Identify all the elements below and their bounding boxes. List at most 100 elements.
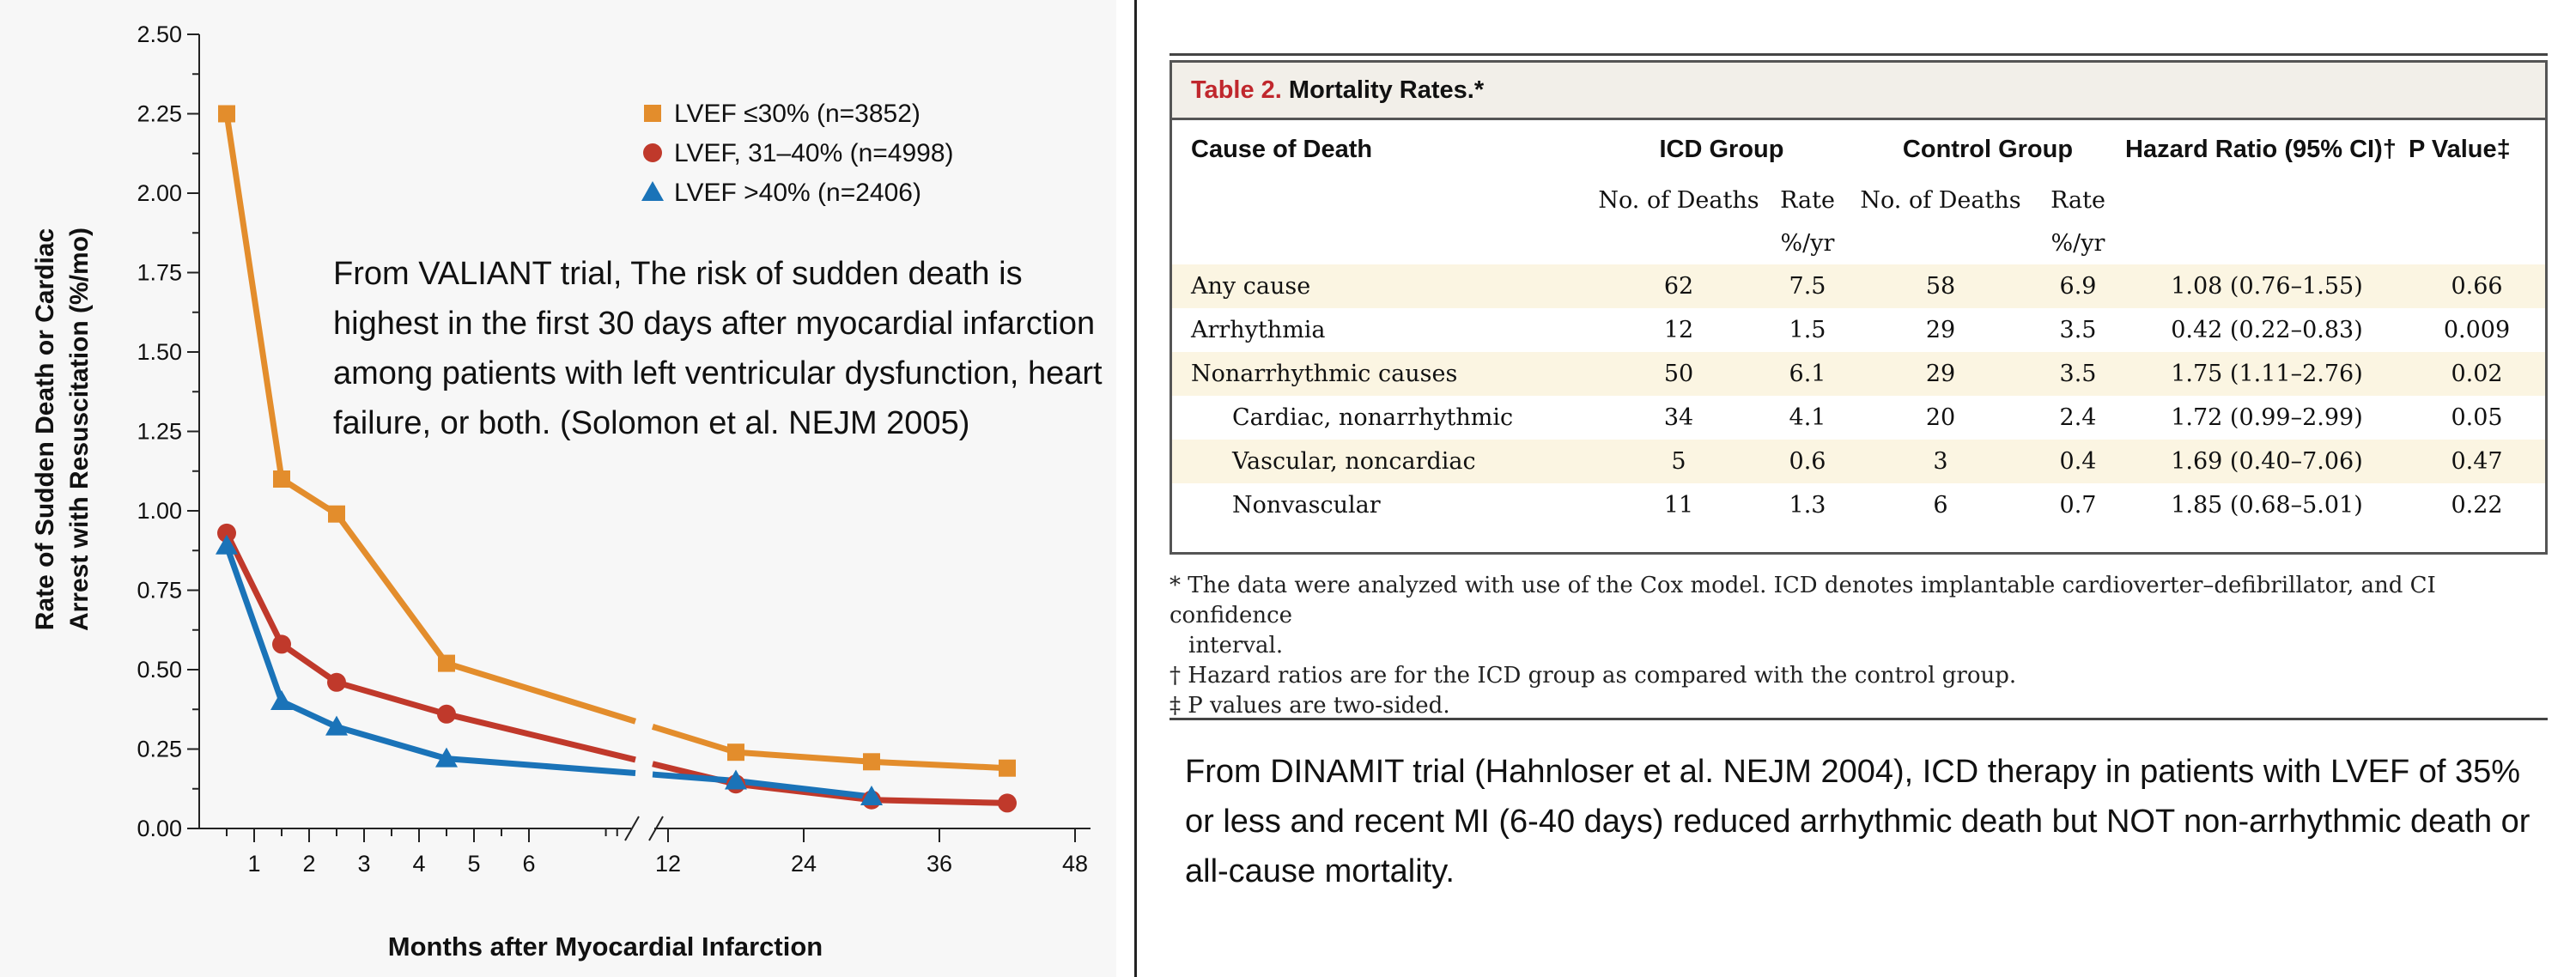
- cell-icd-rate: 1.3: [1789, 492, 1826, 519]
- cell-control-rate: 0.7: [2059, 492, 2097, 519]
- footnote-star: * The data were analyzed with use of the…: [1170, 573, 2436, 628]
- cell-hazard-ratio: 1.08 (0.76–1.55): [2125, 264, 2409, 308]
- subheader-icd-deaths: No. of Deaths: [1598, 186, 1759, 214]
- legend-label: LVEF, 31–40% (n=4998): [674, 139, 954, 167]
- cell-icd-rate: 1.5: [1789, 317, 1826, 343]
- data-point: [437, 704, 456, 724]
- y-tick-label: 1.75: [137, 260, 182, 286]
- y-tick-label: 2.25: [137, 101, 182, 127]
- y-tick-label: 0.00: [137, 816, 182, 841]
- axes: 0.00 0.25 0.50 0.75 1.00 1.25 1.50 1.75 2.00 2.25…: [137, 21, 1091, 877]
- y-axis-label-line-1: Rate of Sudden Death or Cardiac: [31, 228, 59, 630]
- data-point: [435, 747, 458, 768]
- cell-control-rate: 3.5: [2059, 317, 2097, 343]
- cell-control-deaths: 3: [1850, 440, 2031, 483]
- table-subheader-row: No. of Deaths Rate No. of Deaths Rate: [1172, 179, 2545, 221]
- x-tick-label: 2: [302, 851, 315, 877]
- cell-icd-deaths: 50: [1593, 352, 1765, 396]
- cell-cause: Cardiac, nonarrhythmic: [1232, 404, 1514, 431]
- data-point: [270, 690, 293, 710]
- cell-icd-rate: 7.5: [1765, 264, 1850, 308]
- x-axis-break-mark: [624, 816, 640, 841]
- data-point: [438, 654, 455, 672]
- y-tick-label: 2.00: [137, 180, 182, 206]
- cell-cause: Nonarrhythmic causes: [1172, 352, 1593, 396]
- cell-control-deaths: 29: [1925, 317, 1956, 343]
- cell-icd-deaths: 5: [1593, 440, 1765, 483]
- data-point: [863, 753, 880, 771]
- cell-cause: Arrhythmia: [1191, 317, 1326, 343]
- x-tick-label: 36: [927, 851, 952, 877]
- cell-control-deaths: 6: [1933, 492, 1948, 519]
- cell-icd-rate: 0.6: [1765, 440, 1850, 483]
- cell-p-value: 0.05: [2451, 404, 2503, 431]
- header-p-value: P Value‡: [2409, 135, 2511, 163]
- cell-hazard-ratio: 0.42 (0.22–0.83): [2171, 317, 2363, 343]
- cell-control-rate: 2.4: [2059, 404, 2097, 431]
- table-row: Arrhythmia 12 1.5 29 3.5 0.42 (0.22–0.83) 0.00…: [1172, 308, 2545, 352]
- table-row: Cardiac, nonarrhythmic 34 4.1 20 2.4 1.72 (0.…: [1172, 396, 2545, 440]
- table-body: Any cause 62 7.5 58 6.9 1.08 (0.76–1.55) 0.66 A…: [1172, 264, 2545, 527]
- cell-p-value: 0.22: [2451, 492, 2503, 519]
- x-tick-label: 12: [655, 851, 681, 877]
- cell-control-rate: 0.4: [2031, 440, 2125, 483]
- cell-icd-deaths: 62: [1593, 264, 1765, 308]
- header-control-group: Control Group: [1902, 135, 2074, 163]
- data-point: [860, 786, 883, 805]
- legend-label: LVEF >40% (n=2406): [674, 179, 921, 207]
- legend-label: LVEF ≤30% (n=3852): [674, 100, 920, 128]
- data-point: [999, 759, 1016, 777]
- x-tick-label: 1: [247, 851, 260, 877]
- cell-hazard-ratio: 1.69 (0.40–7.06): [2125, 440, 2409, 483]
- mortality-table: Cause of Death ICD Group Control Group H…: [1172, 120, 2545, 527]
- data-point: [272, 634, 291, 654]
- cell-icd-deaths: 11: [1663, 492, 1694, 519]
- cell-icd-deaths: 34: [1663, 404, 1694, 431]
- cell-cause: Nonvascular: [1232, 492, 1381, 519]
- series-lines: [223, 112, 1008, 806]
- y-tick-label: 1.50: [137, 339, 182, 365]
- y-tick-label: 0.25: [137, 737, 182, 762]
- cell-cause: Vascular, noncardiac: [1172, 440, 1593, 483]
- y-tick-label: 1.00: [137, 498, 182, 524]
- cell-control-rate: 6.9: [2031, 264, 2125, 308]
- table-title-bar: Table 2. Mortality Rates.*: [1172, 63, 2545, 120]
- subheader-control-deaths: No. of Deaths: [1860, 186, 2021, 214]
- cell-control-rate: 3.5: [2031, 352, 2125, 396]
- data-point: [327, 672, 346, 692]
- table-number: Table 2.: [1191, 76, 1282, 104]
- x-tick-label: 6: [522, 851, 535, 877]
- table-header-row: Cause of Death ICD Group Control Group H…: [1172, 120, 2545, 179]
- subheader-control-rate: Rate: [2050, 186, 2105, 214]
- header-icd-group: ICD Group: [1659, 135, 1784, 163]
- cell-icd-rate: 6.1: [1765, 352, 1850, 396]
- valiant-trial-note: From VALIANT trial, The risk of sudden d…: [333, 256, 1103, 441]
- mortality-table-box: Table 2. Mortality Rates.* Cause of Deat…: [1170, 60, 2548, 555]
- data-point: [328, 505, 345, 523]
- footnote-star-continued: interval.: [1188, 633, 1284, 658]
- data-point: [725, 769, 747, 790]
- x-axis-break-mark: [648, 816, 664, 841]
- table-row: Nonvascular 11 1.3 6 0.7 1.85 (0.68–5.01) 0.22: [1172, 483, 2545, 527]
- chart-panel: 0.00 0.25 0.50 0.75 1.00 1.25 1.50 1.75 2.00 2.25…: [0, 0, 1116, 977]
- cell-p-value: 0.009: [2443, 317, 2511, 343]
- x-axis-label: Months after Myocardial Infarction: [388, 931, 823, 962]
- data-point: [217, 523, 236, 543]
- y-tick-label: 2.50: [137, 21, 182, 47]
- x-tick-label: 48: [1062, 851, 1088, 877]
- y-tick-label: 0.75: [137, 578, 182, 604]
- cell-p-value: 0.66: [2409, 264, 2545, 308]
- x-tick-label: 5: [467, 851, 480, 877]
- footnote-dagger: † Hazard ratios are for the ICD group as…: [1170, 663, 2017, 689]
- header-cause: Cause of Death: [1191, 135, 1373, 163]
- table-row: Vascular, noncardiac 5 0.6 3 0.4 1.69 (0.40–7…: [1172, 440, 2545, 483]
- header-hazard-ratio: Hazard Ratio (95% CI)†: [2125, 135, 2397, 163]
- x-tick-label: 24: [791, 851, 817, 877]
- legend-marker: [641, 181, 664, 201]
- cell-hazard-ratio: 1.72 (0.99–2.99): [2171, 404, 2363, 431]
- cell-control-deaths: 58: [1850, 264, 2031, 308]
- data-point: [727, 743, 744, 762]
- panel-divider: [1134, 0, 1137, 977]
- dinamit-trial-note: From DINAMIT trial (Hahnloser et al. NEJ…: [1185, 754, 2530, 889]
- legend: LVEF ≤30% (n=3852) LVEF, 31–40% (n=4998) L…: [641, 100, 954, 207]
